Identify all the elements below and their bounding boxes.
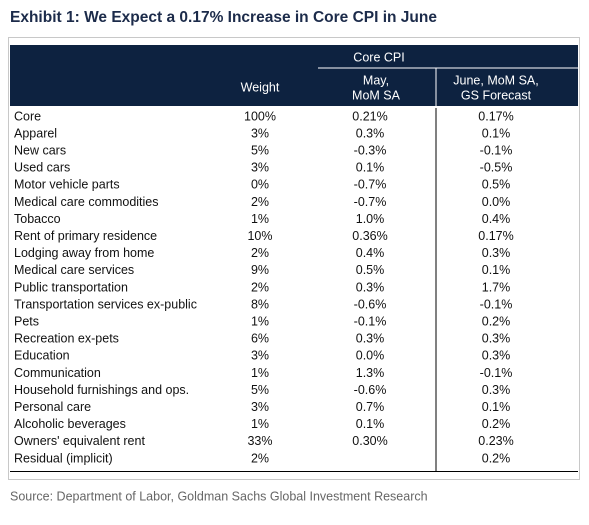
weight-cell: 6% (251, 332, 269, 346)
row-label: Transportation services ex-public (14, 297, 197, 311)
may-cell: 0.1% (356, 417, 385, 431)
june-cell: 0.3% (482, 349, 511, 363)
june-cell: -0.1% (480, 143, 513, 157)
row-label: Alcoholic beverages (14, 417, 126, 431)
may-cell: 0.36% (352, 229, 387, 243)
weight-cell: 2% (251, 451, 269, 465)
header-band (10, 45, 578, 106)
may-cell: 0.0% (356, 349, 385, 363)
row-label: New cars (14, 143, 66, 157)
row-label: Rent of primary residence (14, 229, 157, 243)
table-frame (8, 37, 580, 480)
june-cell: 0.2% (482, 314, 511, 328)
row-label: Household furnishings and ops. (14, 383, 189, 397)
may-cell: -0.3% (354, 143, 387, 157)
row-label: Core (14, 109, 41, 123)
weight-cell: 2% (251, 246, 269, 260)
june-cell: 1.7% (482, 280, 511, 294)
june-cell: 0.2% (482, 417, 511, 431)
june-cell: 0.1% (482, 126, 511, 140)
weight-cell: 33% (247, 434, 272, 448)
weight-cell: 2% (251, 280, 269, 294)
row-label: Owners' equivalent rent (14, 434, 145, 448)
june-cell: 0.3% (482, 246, 511, 260)
june-cell: 0.0% (482, 195, 511, 209)
row-label: Used cars (14, 161, 70, 175)
weight-cell: 2% (251, 195, 269, 209)
may-cell: 0.5% (356, 263, 385, 277)
may-cell: 1.3% (356, 366, 385, 380)
may-cell: 0.1% (356, 161, 385, 175)
may-cell: 0.30% (352, 434, 387, 448)
june-cell: 0.2% (482, 451, 511, 465)
may-cell: 1.0% (356, 212, 385, 226)
june-cell: 0.17% (478, 229, 513, 243)
row-label: Motor vehicle parts (14, 178, 120, 192)
june-cell: 0.1% (482, 263, 511, 277)
may-cell: 0.3% (356, 126, 385, 140)
row-label: Recreation ex-pets (14, 332, 119, 346)
row-label: Residual (implicit) (14, 451, 113, 465)
may-cell: 0.3% (356, 332, 385, 346)
may-cell: -0.6% (354, 297, 387, 311)
weight-cell: 1% (251, 417, 269, 431)
row-label: Medical care services (14, 263, 134, 277)
weight-cell: 1% (251, 366, 269, 380)
may-cell: -0.1% (354, 314, 387, 328)
may-cell: 0.21% (352, 109, 387, 123)
weight-cell: 5% (251, 383, 269, 397)
header-may: MoM SA (352, 88, 401, 102)
june-cell: 0.5% (482, 178, 511, 192)
weight-cell: 100% (244, 109, 276, 123)
weight-cell: 8% (251, 297, 269, 311)
weight-cell: 3% (251, 126, 269, 140)
june-cell: 0.3% (482, 383, 511, 397)
row-label: Medical care commodities (14, 195, 159, 209)
june-cell: 0.23% (478, 434, 513, 448)
row-label: Public transportation (14, 280, 128, 294)
weight-cell: 3% (251, 161, 269, 175)
row-label: Lodging away from home (14, 246, 154, 260)
june-cell: 0.4% (482, 212, 511, 226)
header-group: Core CPI (353, 50, 404, 64)
source: Source: Department of Labor, Goldman Sac… (10, 489, 428, 503)
weight-cell: 10% (247, 229, 272, 243)
header-may: May, (363, 73, 389, 87)
title: Exhibit 1: We Expect a 0.17% Increase in… (10, 9, 437, 26)
june-cell: -0.1% (480, 297, 513, 311)
header-june: GS Forecast (461, 88, 532, 102)
row-label: Personal care (14, 400, 91, 414)
weight-cell: 5% (251, 143, 269, 157)
row-label: Communication (14, 366, 101, 380)
header-weight: Weight (241, 80, 280, 94)
row-label: Tobacco (14, 212, 61, 226)
june-cell: -0.5% (480, 161, 513, 175)
may-cell: -0.7% (354, 178, 387, 192)
weight-cell: 0% (251, 178, 269, 192)
weight-cell: 3% (251, 349, 269, 363)
header-june: June, MoM SA, (453, 73, 538, 87)
row-label: Pets (14, 314, 39, 328)
weight-cell: 1% (251, 314, 269, 328)
june-cell: 0.3% (482, 332, 511, 346)
june-cell: -0.1% (480, 366, 513, 380)
may-cell: 0.4% (356, 246, 385, 260)
weight-cell: 3% (251, 400, 269, 414)
weight-cell: 1% (251, 212, 269, 226)
row-label: Apparel (14, 126, 57, 140)
june-cell: 0.1% (482, 400, 511, 414)
may-cell: -0.7% (354, 195, 387, 209)
row-label: Education (14, 349, 70, 363)
june-cell: 0.17% (478, 109, 513, 123)
may-cell: 0.3% (356, 280, 385, 294)
may-cell: -0.6% (354, 383, 387, 397)
weight-cell: 9% (251, 263, 269, 277)
may-cell: 0.7% (356, 400, 385, 414)
